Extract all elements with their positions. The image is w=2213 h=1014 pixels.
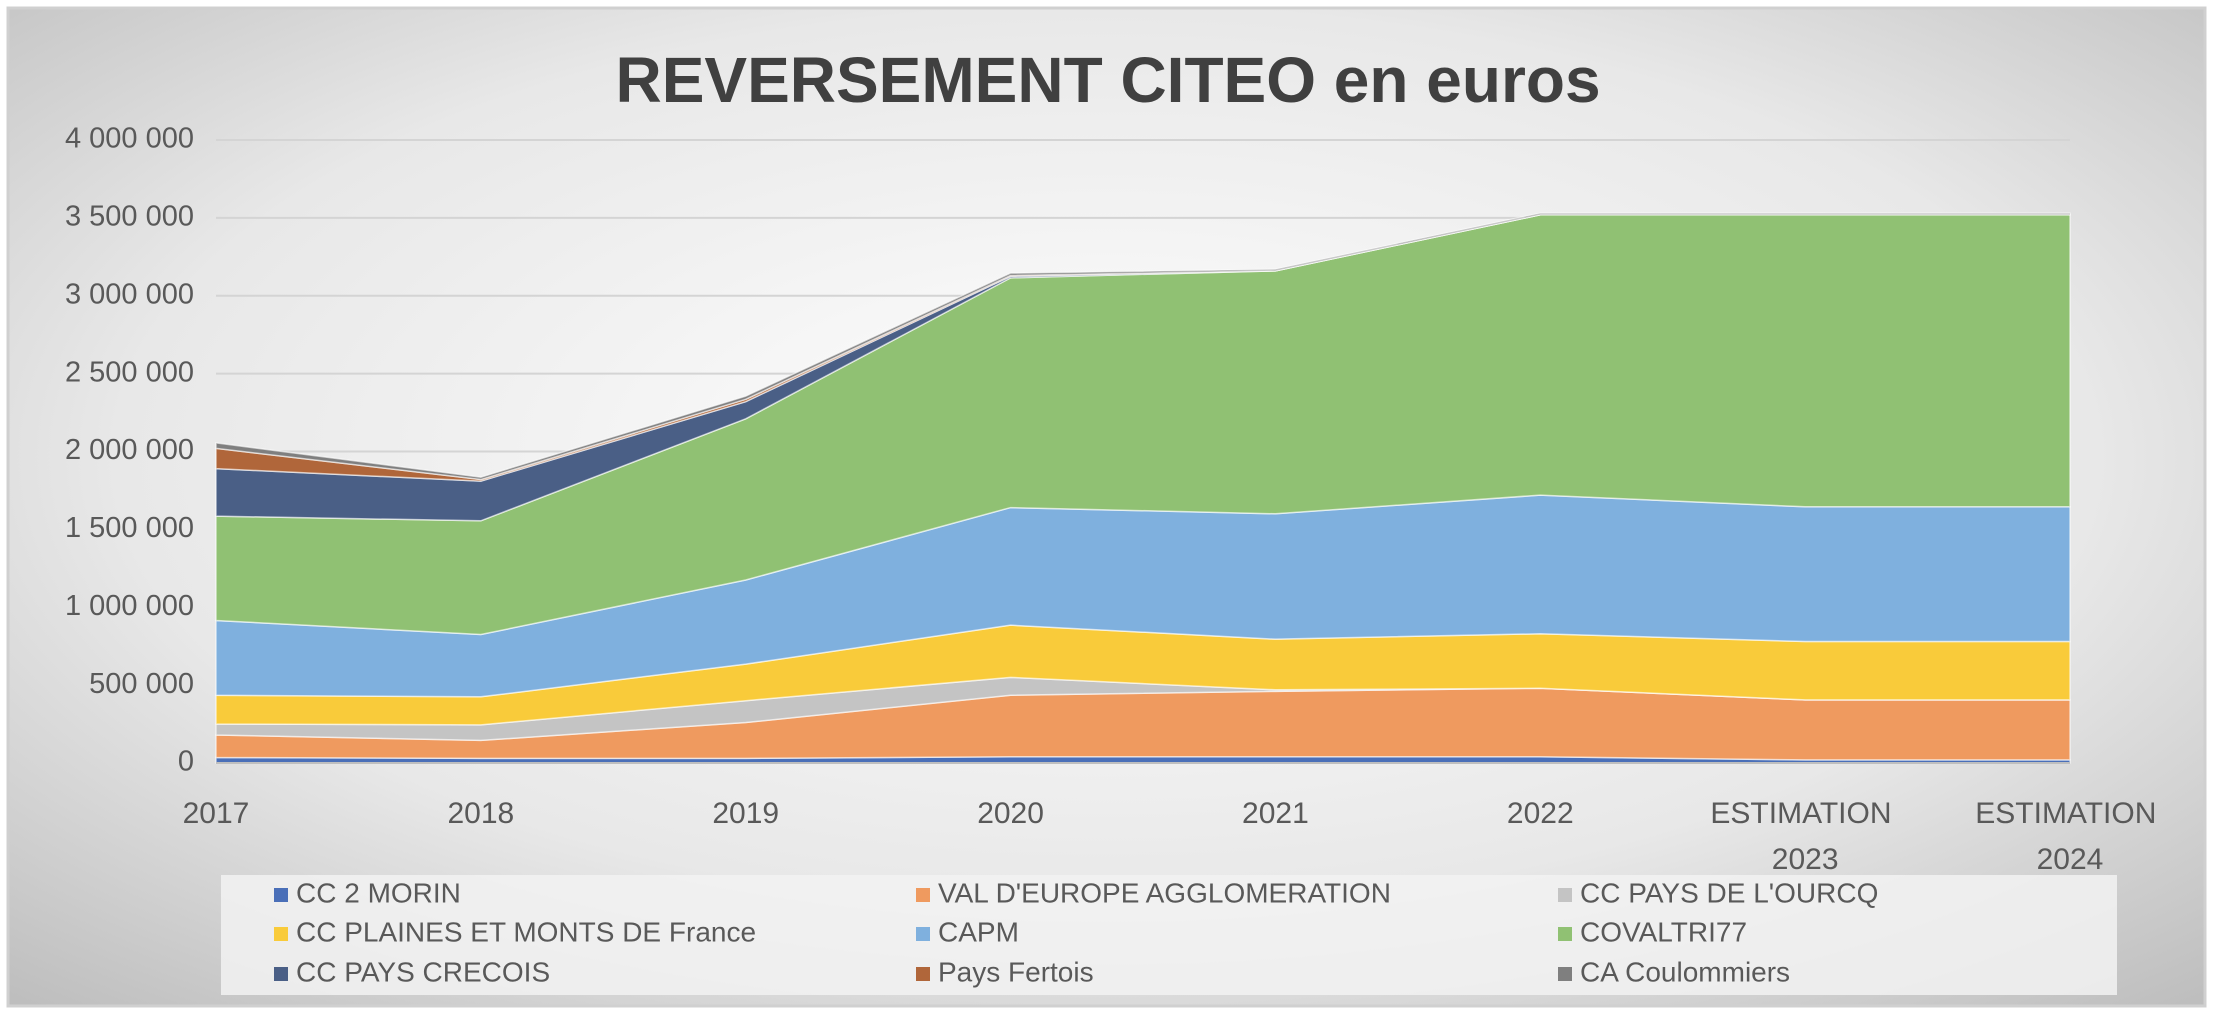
y-tick-label: 1 500 000 [65, 512, 194, 544]
chart-title: REVERSEMENT CITEO en euros [615, 44, 1600, 116]
x-tick-label: 2020 [977, 797, 1044, 830]
x-tick-label: 2018 [447, 797, 514, 830]
legend-swatch [1558, 927, 1572, 941]
legend-swatch [274, 967, 288, 981]
legend-label: CA Coulommiers [1580, 956, 1790, 987]
legend-swatch [1558, 967, 1572, 981]
legend-label: CAPM [938, 916, 1019, 947]
x-tick-label: ESTIMATION 2024 [1975, 797, 2164, 876]
legend-label: CC PLAINES ET MONTS DE France [296, 916, 756, 947]
legend-label: Pays Fertois [938, 956, 1094, 987]
legend-swatch [1558, 888, 1572, 902]
legend-label: VAL D'EUROPE AGGLOMERATION [938, 877, 1391, 908]
y-tick-label: 2 000 000 [65, 434, 194, 466]
legend-label: CC 2 MORIN [296, 877, 461, 908]
legend-swatch [916, 967, 930, 981]
y-tick-label: 3 500 000 [65, 201, 194, 233]
legend-swatch [916, 927, 930, 941]
area [215, 212, 2071, 481]
legend-swatch [274, 927, 288, 941]
y-tick-label: 3 000 000 [65, 278, 194, 310]
x-tick-label: ESTIMATION 2023 [1710, 797, 1899, 876]
x-tick-label: 2017 [183, 797, 250, 830]
legend-label: CC PAYS CRECOIS [296, 956, 550, 987]
y-tick-label: 2 500 000 [65, 356, 194, 388]
legend-swatch [274, 888, 288, 902]
x-tick-label: 2019 [712, 797, 779, 830]
y-tick-label: 500 000 [89, 668, 194, 700]
y-tick-label: 0 [178, 746, 194, 778]
x-tick-label: 2022 [1507, 797, 1574, 830]
legend-label: CC PAYS DE L'OURCQ [1580, 877, 1878, 908]
x-tick-label: 2021 [1242, 797, 1309, 830]
y-tick-label: 4 000 000 [65, 123, 194, 155]
legend-box [221, 875, 2117, 995]
legend-swatch [916, 888, 930, 902]
y-tick-label: 1 000 000 [65, 590, 194, 622]
legend-label: COVALTRI77 [1580, 916, 1747, 947]
